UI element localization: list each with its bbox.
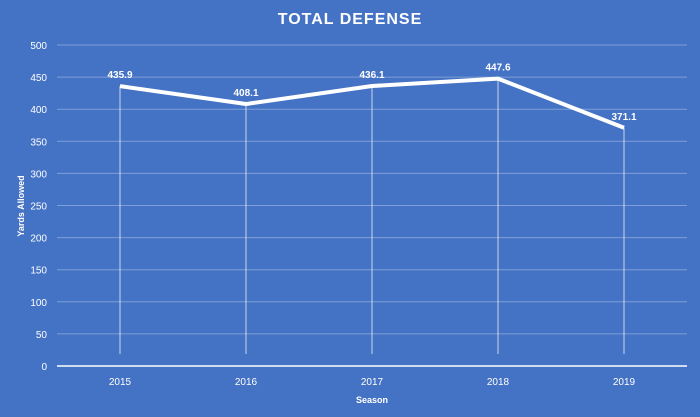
y-tick-label: 150 [30, 266, 47, 277]
y-axis-label: Yards Allowed [16, 175, 26, 236]
x-tick-label: 2018 [487, 377, 510, 388]
y-tick-label: 450 [30, 73, 47, 84]
x-tick-label: 2017 [361, 377, 384, 388]
y-tick-label: 350 [30, 137, 47, 148]
y-tick-label: 500 [30, 41, 47, 52]
y-tick-label: 0 [41, 362, 47, 373]
x-tick-label: 2019 [613, 377, 636, 388]
data-label: 447.6 [485, 63, 510, 74]
y-tick-label: 200 [30, 234, 47, 245]
data-label: 408.1 [233, 88, 258, 99]
y-tick-label: 400 [30, 105, 47, 116]
x-tick-label: 2015 [109, 377, 132, 388]
y-tick-label: 300 [30, 169, 47, 180]
x-tick-label: 2016 [235, 377, 258, 388]
x-axis-label: Season [356, 395, 388, 405]
data-label: 436.1 [359, 70, 384, 81]
y-tick-label: 250 [30, 202, 47, 213]
chart-title: TOTAL DEFENSE [278, 11, 423, 28]
y-tick-label: 50 [36, 330, 48, 341]
y-tick-label: 100 [30, 298, 47, 309]
data-label: 435.9 [107, 70, 132, 81]
series-line [119, 76, 625, 130]
data-label: 371.1 [611, 112, 636, 123]
